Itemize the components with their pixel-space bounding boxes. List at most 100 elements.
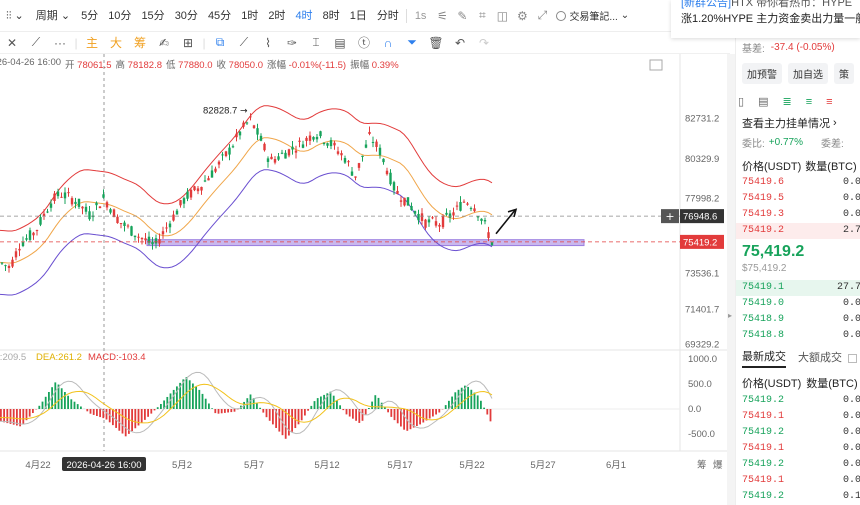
orderbook-row[interactable]: 75419.3 0.00 [736,207,860,223]
trend-line-icon[interactable]: ⟋ [31,35,41,49]
macd-bar [284,409,287,439]
candle-body [84,206,88,212]
candle-body [368,131,371,134]
interval-tab[interactable]: 45分 [207,9,232,22]
orderbook-list-icon[interactable]: ≡ [805,95,813,108]
interval-tab[interactable]: 15分 [141,9,165,22]
big-order-button[interactable]: 大 [109,36,122,50]
interval-tab[interactable]: 4时 [295,9,313,22]
fullscreen-icon[interactable]: ⤢ [537,8,548,22]
text-tool-icon[interactable]: ⓣ [357,36,370,50]
chart-type-selector[interactable]: ⫶⫶ ⌄ [6,9,24,22]
redo-icon[interactable]: ↷ [478,35,490,50]
macd-bar [387,409,389,413]
exchange-selector[interactable]: 交易筆記... ⌄ [552,8,633,23]
ohlc-date: 2026-04-26 16:00 [0,57,62,68]
candle-body [263,143,266,151]
macd-bar [304,409,306,416]
undo-icon[interactable]: ↶ [454,35,466,50]
price-chart[interactable]: ▸ 82731.2 80329.9 77998.2 73536.1 71401.7 6932… [0,54,735,505]
candle-body [452,212,455,216]
crosshair-icon[interactable]: ✕ [6,35,18,50]
note-icon[interactable]: ▤ [334,35,346,50]
macd-bar [192,383,194,409]
strategy-button[interactable]: 策 [834,63,854,84]
pen-icon[interactable]: ✎ [457,8,468,23]
row-qty: 0.01 [842,459,860,470]
brush-icon[interactable]: ⌇ [265,35,271,50]
orderbook-row[interactable]: 75418.9 0.00 [736,312,860,328]
orderbook-row[interactable]: 75419.1 0.02 [736,473,860,489]
close-label: 收 [216,60,227,71]
macd-bar [300,409,303,421]
magnet-icon[interactable]: ∩ [383,35,393,50]
main-indicator-button[interactable]: 主 [85,36,98,50]
candle-body [340,153,343,156]
marker-icon[interactable]: ✑ [286,35,298,50]
orderbook-row[interactable]: 75419.2 0.03 [736,425,860,441]
candle-body [140,237,144,240]
orderbook-red-icon[interactable]: ≡ [826,95,833,108]
crop-icon[interactable]: ⌗ [479,8,486,22]
orderbook-row[interactable]: 75419.2 2.74 [736,223,860,239]
candle-body [357,163,361,168]
trash-icon[interactable]: 🗑 [428,35,444,50]
orderbook-row[interactable]: 75419.1 0.06 [736,409,860,425]
candle-body [249,116,252,118]
macd-bar [323,394,325,409]
candle-body [88,211,91,220]
zoom-button[interactable]: 筹 [697,459,707,471]
orderbook-row[interactable]: 75419.2 0.00 [736,393,860,409]
interval-tab[interactable]: 10分 [108,9,132,22]
orderbook-both-icon[interactable]: ▯ [738,96,745,108]
candle-body [32,232,35,236]
more-icon[interactable]: ··· [54,35,66,50]
candle-body [28,230,32,240]
tab-large-trades[interactable]: 大额成交 [798,352,842,364]
group-notice[interactable]: [新群公告]HTX 带你看热币：HYPE 涨1.20%HYPE 主力资金卖出力量… [671,0,860,38]
add-watchlist-button[interactable]: 加自选 [788,63,828,84]
interval-tab[interactable]: 5分 [81,9,99,22]
interval-tab[interactable]: 1日 [349,9,367,22]
orderbook-asks-icon[interactable]: ▤ [758,96,769,108]
wave-button[interactable]: 爆 [713,459,723,471]
bracket-icon[interactable]: ⌶ [312,35,320,49]
interval-tab[interactable]: 1时 [241,9,259,22]
orderbook-row[interactable]: 75419.1 27.74 [736,280,860,296]
orderbook-row[interactable]: 75419.0 0.08 [736,296,860,312]
macd-bar [25,409,28,421]
price-tick-label: 69329.2 [685,339,719,350]
interval-tab[interactable]: 30分 [174,9,198,22]
interval-tab[interactable]: 8时 [322,9,340,22]
exchange-logo-icon [556,10,567,21]
orderbook-row[interactable]: 75419.1 0.00 [736,441,860,457]
orderbook-row[interactable]: 75419.2 0.01 [736,457,860,473]
gear-icon[interactable]: ⚙ [517,8,528,23]
interval-tab[interactable]: 2时 [268,9,286,22]
view-main-orders-link[interactable]: 查看主力挂单情况 › [742,115,837,131]
edit-icon[interactable]: ✍ [158,35,170,50]
interval-1s-button[interactable]: 1s [414,9,427,22]
checkbox-icon[interactable] [848,353,857,363]
settings-slider-icon[interactable]: ⚟ [437,8,448,23]
candle-body [77,198,81,207]
orderbook-row[interactable]: 75418.8 0.00 [736,328,860,344]
orderbook-bids-icon[interactable]: ≣ [782,96,792,108]
orderbook-row[interactable]: 75419.2 0.14 [736,489,860,505]
compare-icon[interactable]: ⊞ [182,35,194,50]
layout-icon[interactable]: ⧉ [215,35,225,49]
row-price: 75418.8 [742,330,785,341]
ruler-icon[interactable]: ⟋ [239,35,249,49]
macd-bar [374,395,377,409]
tab-latest-trades[interactable]: 最新成交 [742,348,786,368]
macd-bar [108,409,111,423]
chip-distribution-button[interactable]: 筹 [133,36,146,50]
filter-icon[interactable]: ⏷ [407,35,417,49]
orderbook-row[interactable]: 75419.6 0.00 [736,175,860,191]
camera-icon[interactable]: ◫ [496,8,509,23]
add-alert-button[interactable]: 加预警 [742,63,782,84]
row-qty: 0.06 [842,411,860,422]
orderbook-row[interactable]: 75419.5 0.00 [736,191,860,207]
period-selector[interactable]: 周期 ⌄ [35,9,71,22]
interval-tab[interactable]: 分时 [376,9,399,22]
